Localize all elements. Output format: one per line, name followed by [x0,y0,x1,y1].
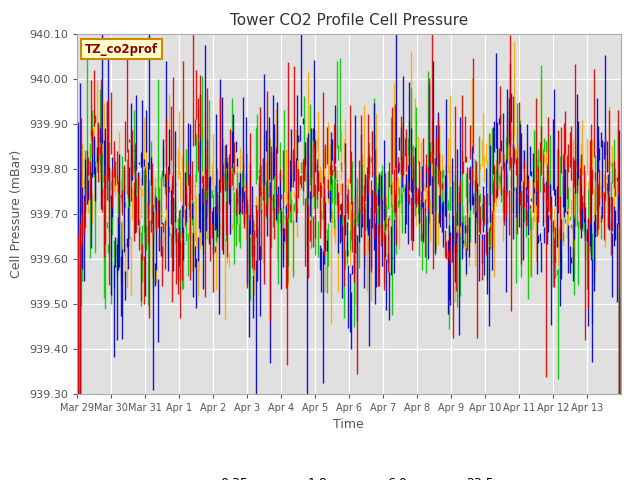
Text: TZ_co2prof: TZ_co2prof [85,43,158,56]
Title: Tower CO2 Profile Cell Pressure: Tower CO2 Profile Cell Pressure [230,13,468,28]
Y-axis label: Cell Pressure (mBar): Cell Pressure (mBar) [10,149,23,278]
Legend: 0.35m, 1.8m, 6.0m, 23.5m: 0.35m, 1.8m, 6.0m, 23.5m [186,472,511,480]
X-axis label: Time: Time [333,418,364,431]
